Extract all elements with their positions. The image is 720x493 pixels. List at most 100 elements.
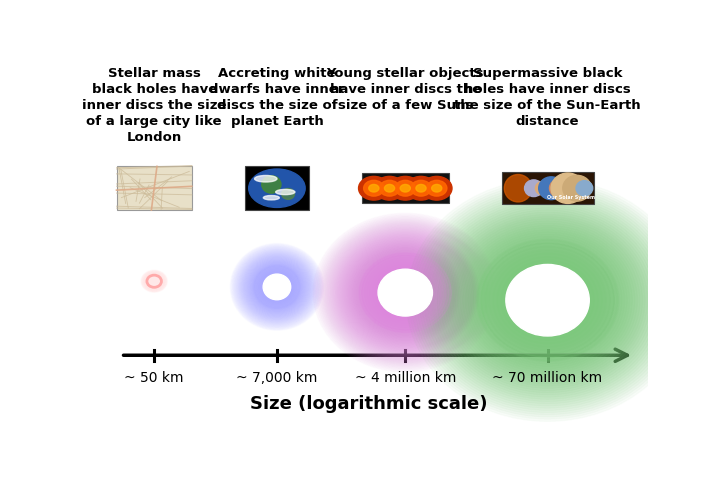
Ellipse shape bbox=[504, 175, 532, 202]
Ellipse shape bbox=[263, 274, 291, 300]
Ellipse shape bbox=[362, 255, 449, 330]
Text: Supermassive black
holes have inner discs
the size of the Sun-Earth
distance: Supermassive black holes have inner disc… bbox=[454, 67, 641, 128]
Ellipse shape bbox=[240, 252, 314, 321]
Ellipse shape bbox=[243, 255, 311, 318]
Ellipse shape bbox=[465, 230, 630, 371]
Ellipse shape bbox=[378, 269, 433, 316]
Text: ~ 70 million km: ~ 70 million km bbox=[492, 371, 603, 385]
Ellipse shape bbox=[416, 184, 426, 192]
Ellipse shape bbox=[431, 184, 442, 192]
Ellipse shape bbox=[364, 257, 446, 328]
Ellipse shape bbox=[379, 180, 400, 196]
Text: ~ 50 km: ~ 50 km bbox=[125, 371, 184, 385]
Ellipse shape bbox=[463, 228, 632, 373]
Ellipse shape bbox=[473, 236, 622, 364]
Text: Our Solar System: Our Solar System bbox=[546, 196, 595, 201]
Ellipse shape bbox=[348, 244, 462, 342]
Ellipse shape bbox=[244, 256, 310, 317]
Ellipse shape bbox=[246, 258, 308, 316]
Ellipse shape bbox=[455, 221, 640, 380]
Ellipse shape bbox=[450, 216, 645, 384]
Ellipse shape bbox=[361, 255, 449, 330]
Ellipse shape bbox=[282, 188, 294, 199]
Ellipse shape bbox=[384, 184, 395, 192]
Ellipse shape bbox=[248, 260, 306, 314]
Ellipse shape bbox=[506, 264, 589, 336]
Ellipse shape bbox=[240, 253, 313, 321]
Text: Accreting white
dwarfs have inner
discs the size of
planet Earth: Accreting white dwarfs have inner discs … bbox=[210, 67, 345, 128]
Ellipse shape bbox=[374, 176, 405, 200]
Ellipse shape bbox=[471, 234, 624, 366]
Ellipse shape bbox=[437, 206, 658, 395]
Ellipse shape bbox=[142, 271, 166, 291]
Ellipse shape bbox=[359, 252, 452, 333]
Ellipse shape bbox=[347, 242, 464, 343]
Ellipse shape bbox=[447, 214, 648, 386]
Ellipse shape bbox=[255, 266, 299, 308]
Ellipse shape bbox=[369, 184, 379, 192]
Ellipse shape bbox=[333, 231, 477, 354]
Ellipse shape bbox=[549, 179, 570, 197]
Ellipse shape bbox=[372, 264, 438, 321]
Ellipse shape bbox=[354, 248, 457, 337]
Ellipse shape bbox=[356, 251, 454, 334]
Ellipse shape bbox=[440, 208, 655, 393]
Ellipse shape bbox=[350, 245, 461, 340]
Bar bbox=[117, 167, 192, 210]
Ellipse shape bbox=[264, 196, 279, 200]
Ellipse shape bbox=[262, 176, 281, 193]
Ellipse shape bbox=[563, 176, 591, 201]
Ellipse shape bbox=[445, 212, 650, 388]
Bar bbox=[362, 173, 449, 204]
Ellipse shape bbox=[576, 180, 593, 196]
Ellipse shape bbox=[258, 269, 296, 305]
Ellipse shape bbox=[246, 258, 307, 316]
Ellipse shape bbox=[525, 180, 543, 197]
Ellipse shape bbox=[395, 180, 415, 196]
Ellipse shape bbox=[421, 176, 452, 200]
Ellipse shape bbox=[249, 261, 305, 313]
Ellipse shape bbox=[253, 265, 301, 309]
Ellipse shape bbox=[493, 253, 602, 347]
Ellipse shape bbox=[426, 180, 447, 196]
Ellipse shape bbox=[364, 180, 384, 196]
Ellipse shape bbox=[245, 257, 309, 317]
Ellipse shape bbox=[335, 232, 476, 353]
Ellipse shape bbox=[539, 177, 564, 200]
Ellipse shape bbox=[481, 243, 614, 357]
Ellipse shape bbox=[478, 241, 617, 360]
Ellipse shape bbox=[250, 262, 304, 312]
Ellipse shape bbox=[342, 238, 469, 348]
Ellipse shape bbox=[400, 184, 410, 192]
Ellipse shape bbox=[241, 254, 312, 320]
Ellipse shape bbox=[332, 229, 479, 356]
Text: Young stellar objects
have inner discs the
size of a few Suns: Young stellar objects have inner discs t… bbox=[327, 67, 484, 112]
Ellipse shape bbox=[254, 266, 300, 308]
Ellipse shape bbox=[477, 240, 618, 361]
Text: Size (logarithmic scale): Size (logarithmic scale) bbox=[251, 395, 487, 413]
Ellipse shape bbox=[497, 257, 598, 344]
Text: ~ 4 million km: ~ 4 million km bbox=[354, 371, 456, 385]
Ellipse shape bbox=[256, 268, 297, 306]
Bar bbox=[502, 172, 593, 205]
Bar bbox=[245, 167, 309, 210]
Ellipse shape bbox=[251, 263, 302, 311]
Ellipse shape bbox=[367, 260, 444, 325]
Ellipse shape bbox=[330, 228, 481, 357]
Ellipse shape bbox=[259, 270, 295, 304]
Ellipse shape bbox=[476, 239, 619, 362]
Ellipse shape bbox=[351, 246, 459, 339]
Ellipse shape bbox=[489, 250, 606, 351]
Ellipse shape bbox=[551, 173, 585, 204]
Ellipse shape bbox=[458, 223, 637, 377]
Ellipse shape bbox=[255, 266, 299, 308]
Ellipse shape bbox=[481, 243, 614, 357]
Ellipse shape bbox=[468, 232, 627, 368]
Ellipse shape bbox=[251, 262, 303, 312]
Ellipse shape bbox=[338, 235, 472, 351]
Ellipse shape bbox=[242, 254, 312, 319]
Ellipse shape bbox=[253, 265, 300, 309]
Text: Stellar mass
black holes have
inner discs the size
of a large city like
London: Stellar mass black holes have inner disc… bbox=[82, 67, 226, 144]
Ellipse shape bbox=[360, 254, 451, 332]
Ellipse shape bbox=[276, 189, 295, 195]
